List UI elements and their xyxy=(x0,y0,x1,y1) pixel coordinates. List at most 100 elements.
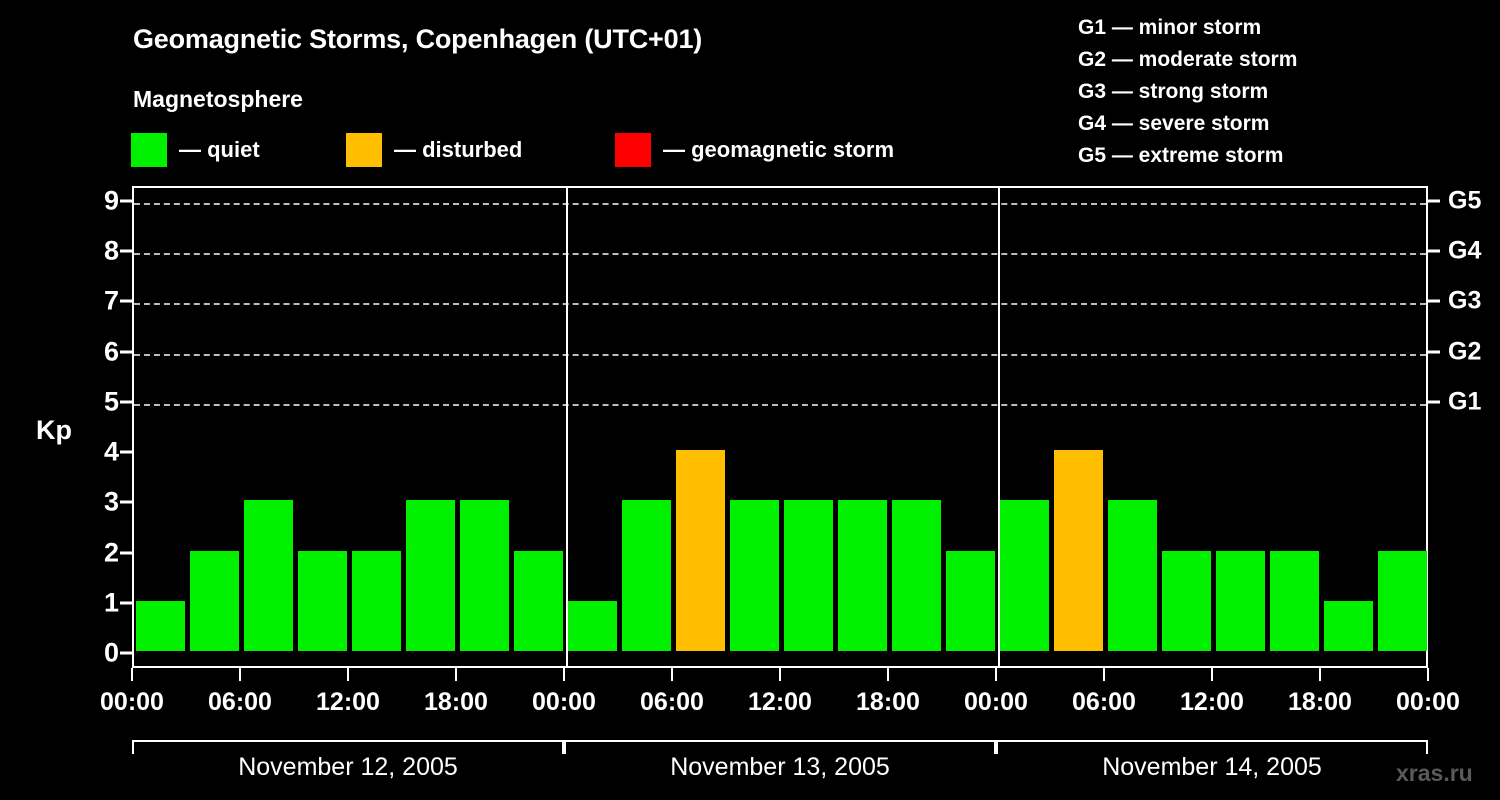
g-axis-label: G4 xyxy=(1448,236,1482,265)
bar xyxy=(406,500,455,651)
y-axis-tick xyxy=(120,601,132,605)
day-separator xyxy=(998,188,1000,666)
chart-subtitle: Magnetosphere xyxy=(133,86,303,112)
y-axis-tick xyxy=(120,299,132,303)
y-axis-label: 9 xyxy=(103,185,119,216)
x-axis-tick xyxy=(131,668,133,681)
y-axis-title: Kp xyxy=(36,415,72,445)
bar xyxy=(838,500,887,651)
bar xyxy=(1378,550,1427,651)
legend-label: — geomagnetic storm xyxy=(663,137,895,162)
day-rule xyxy=(132,740,564,754)
x-axis-tick xyxy=(671,668,673,681)
x-axis-label: 00:00 xyxy=(532,688,596,716)
orange-swatch xyxy=(346,133,382,167)
y-axis-tick xyxy=(120,400,132,404)
legend-item: — disturbed xyxy=(346,133,522,167)
g-axis-tick xyxy=(1428,249,1440,253)
y-axis-label: 3 xyxy=(103,486,119,517)
bar xyxy=(1162,550,1211,651)
x-axis-label: 06:00 xyxy=(1072,688,1136,716)
bar xyxy=(1000,500,1049,651)
x-axis-tick xyxy=(995,668,997,681)
bar xyxy=(244,500,293,651)
bar xyxy=(1270,550,1319,651)
y-axis-tick xyxy=(120,450,132,454)
day-label: November 12, 2005 xyxy=(238,753,458,781)
day-rule xyxy=(564,740,996,754)
day-separator xyxy=(566,188,568,666)
plot-area xyxy=(132,186,1428,668)
gscale-legend: G1 — minor storm G2 — moderate storm G3 — … xyxy=(1078,12,1297,172)
x-axis-tick xyxy=(455,668,457,681)
x-axis-tick xyxy=(887,668,889,681)
x-axis-label: 06:00 xyxy=(208,688,272,716)
gscale-row: G1 — minor storm xyxy=(1078,16,1262,39)
gridline xyxy=(134,403,1426,406)
bar xyxy=(892,500,941,651)
x-axis-label: 18:00 xyxy=(856,688,920,716)
bar xyxy=(568,600,617,651)
bar xyxy=(622,500,671,651)
gscale-row: G2 — moderate storm xyxy=(1078,48,1298,71)
gridline xyxy=(134,203,1426,205)
legend-item: — geomagnetic storm xyxy=(615,133,894,167)
x-axis-label: 12:00 xyxy=(1180,688,1244,716)
page-title: Geomagnetic Storms, Copenhagen (UTC+01) xyxy=(133,24,703,54)
bar xyxy=(352,550,401,651)
y-axis-label: 0 xyxy=(103,637,119,668)
x-axis-tick xyxy=(347,668,349,681)
gscale-row: G5 — extreme storm xyxy=(1078,144,1284,167)
bar xyxy=(460,500,509,651)
g-axis-label: G1 xyxy=(1448,387,1482,416)
bar xyxy=(514,550,563,651)
y-axis-tick xyxy=(120,199,132,203)
day-label: November 13, 2005 xyxy=(670,753,890,781)
bar xyxy=(1216,550,1265,651)
y-axis-label: 7 xyxy=(103,285,119,316)
bar xyxy=(190,550,239,651)
x-axis-label: 00:00 xyxy=(100,688,164,716)
bar-series xyxy=(134,188,1427,666)
y-axis-label: 8 xyxy=(103,235,119,266)
x-axis-label: 00:00 xyxy=(1396,688,1460,716)
x-axis-label: 12:00 xyxy=(748,688,812,716)
bar xyxy=(784,500,833,651)
bar xyxy=(136,600,185,651)
g-axis-tick xyxy=(1428,350,1440,354)
x-axis-label: 06:00 xyxy=(640,688,704,716)
x-axis-tick xyxy=(1103,668,1105,681)
y-axis-tick xyxy=(120,551,132,555)
bar xyxy=(1108,500,1157,651)
x-axis-tick xyxy=(1427,668,1429,681)
x-axis-label: 18:00 xyxy=(1288,688,1352,716)
legend-item: — quiet xyxy=(131,133,260,167)
gscale-row: G4 — severe storm xyxy=(1078,112,1270,135)
bar xyxy=(298,550,347,651)
bar xyxy=(1324,600,1373,651)
red-swatch xyxy=(615,133,651,167)
g-axis-label: G5 xyxy=(1448,186,1482,215)
gridline xyxy=(134,303,1426,306)
bar xyxy=(730,500,779,651)
g-axis-label: G3 xyxy=(1448,286,1482,315)
legend-label: — disturbed xyxy=(394,137,523,162)
y-axis-label: 4 xyxy=(103,436,119,467)
bar xyxy=(946,550,995,651)
y-axis-tick xyxy=(120,500,132,504)
y-axis-label: 5 xyxy=(103,386,119,417)
x-axis-label: 00:00 xyxy=(964,688,1028,716)
g-axis-tick xyxy=(1428,199,1440,203)
day-label: November 14, 2005 xyxy=(1102,753,1322,781)
gscale-row: G3 — strong storm xyxy=(1078,80,1269,103)
x-axis-tick xyxy=(239,668,241,681)
y-axis-label: 2 xyxy=(103,537,119,568)
watermark: xras.ru xyxy=(1396,760,1473,786)
y-axis-label: 6 xyxy=(103,336,119,367)
x-axis-tick xyxy=(779,668,781,681)
x-axis-label: 12:00 xyxy=(316,688,380,716)
legend-label: — quiet xyxy=(179,137,260,162)
bar xyxy=(676,450,725,651)
gridline xyxy=(134,353,1426,356)
green-swatch xyxy=(131,133,167,167)
